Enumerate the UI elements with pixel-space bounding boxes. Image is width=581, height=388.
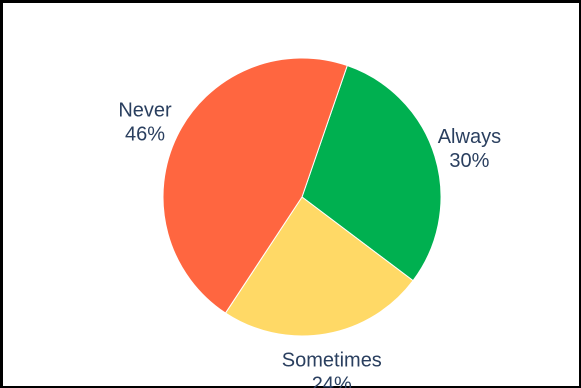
pie-labels: Always 30% Sometimes 24% Never 46% (118, 100, 501, 388)
pie-label-sometimes: Sometimes 24% (282, 349, 382, 388)
pie-slice-sometimes (224, 196, 414, 337)
pie-slices (162, 57, 442, 337)
pie-slice-never (162, 57, 348, 314)
pie-slice-always (301, 64, 442, 282)
pie-label-never: Never 46% (118, 100, 172, 146)
pie-label-always: Always 30% (438, 126, 501, 172)
